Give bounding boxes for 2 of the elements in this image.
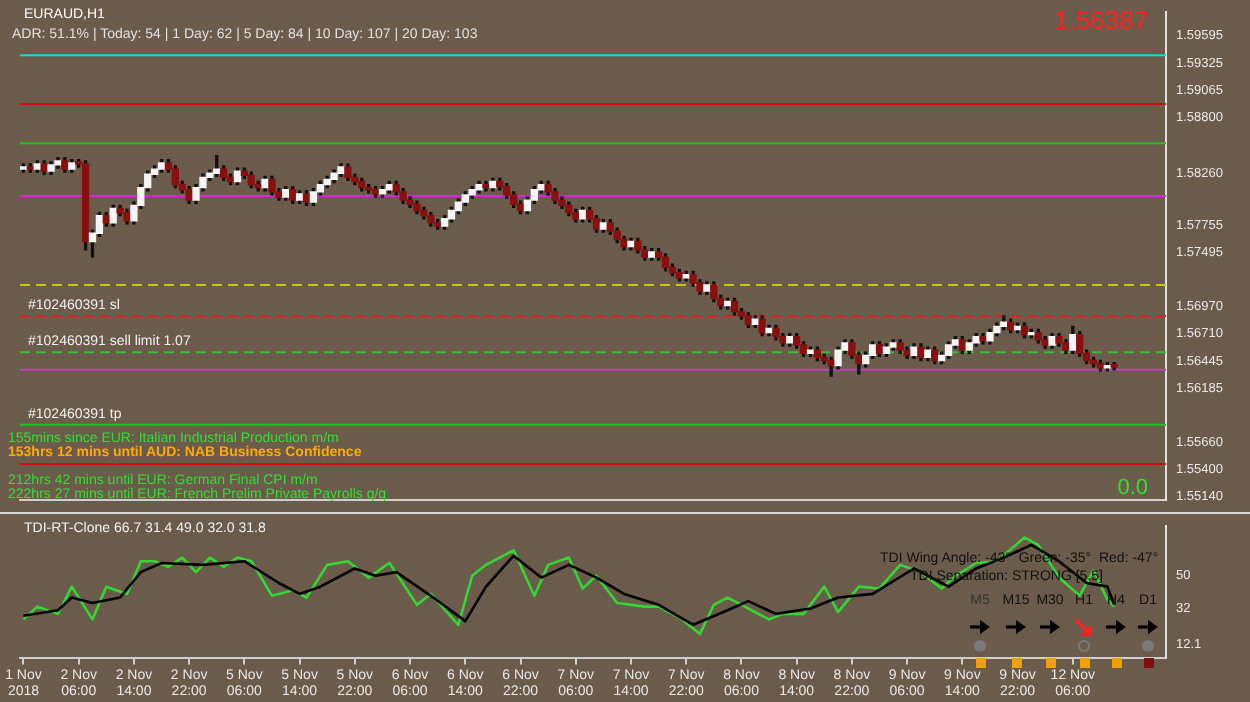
annotation: 0.0	[1117, 476, 1148, 501]
annotation: 1.56387	[1054, 5, 1148, 36]
